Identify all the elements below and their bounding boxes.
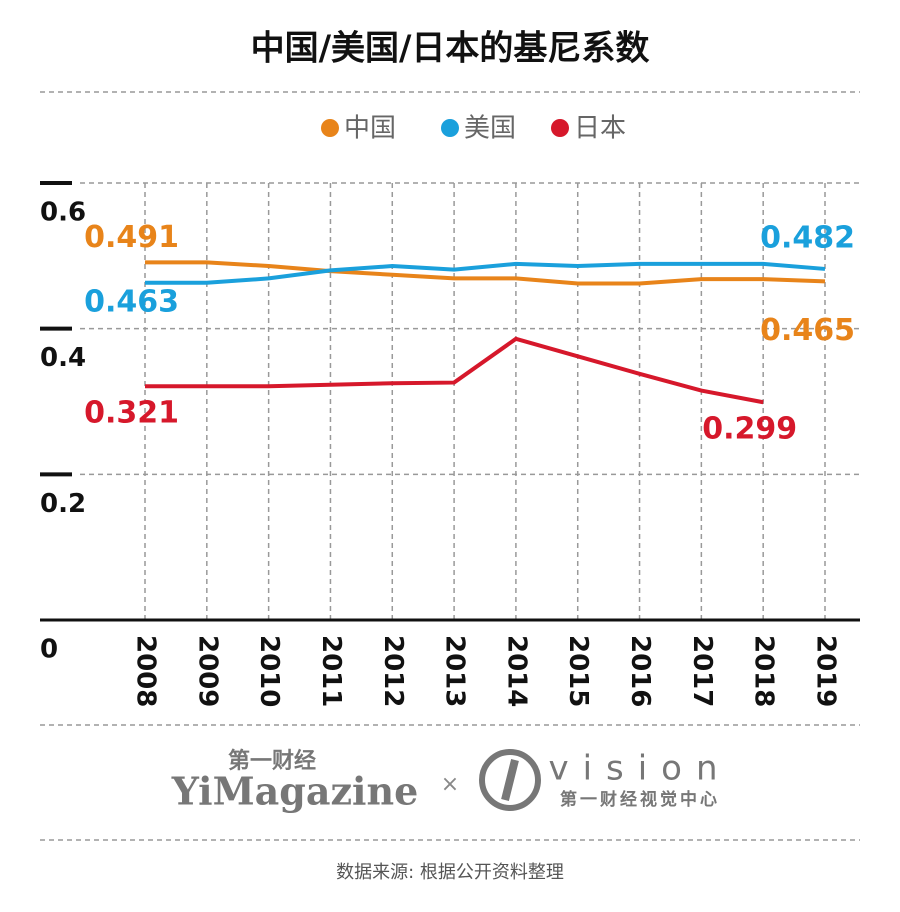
- x-tick-label: 2018: [749, 635, 779, 707]
- source: 数据来源: 根据公开资料整理: [336, 862, 564, 883]
- y-tick-label: 0.2: [40, 489, 86, 519]
- x-tick-label: 2015: [563, 635, 593, 707]
- x-tick-label: 2012: [378, 635, 408, 707]
- legend-swatch: [321, 119, 339, 137]
- data-label: 0.321: [84, 396, 179, 431]
- legend-label: 日本: [574, 114, 626, 144]
- legend-swatch: [551, 119, 569, 137]
- x-tick-label: 2016: [625, 635, 655, 707]
- vision: vision: [548, 749, 731, 789]
- x-tick-label: 2010: [254, 635, 284, 707]
- brand-cn: 第一财经: [228, 748, 316, 774]
- legend-label: 美国: [464, 114, 516, 144]
- legend-swatch: [441, 119, 459, 137]
- x-tick-label: 2011: [316, 635, 346, 707]
- data-label: 0.299: [702, 412, 797, 447]
- vision-logo: [501, 759, 519, 801]
- x-tick-label: 2008: [131, 635, 161, 707]
- vision-cn: 第一财经视觉中心: [560, 789, 720, 810]
- series-line: [145, 260, 826, 286]
- x-tick-label: 2013: [440, 635, 470, 707]
- times: ×: [441, 772, 459, 797]
- y-tick-label: 0.4: [40, 343, 86, 373]
- y-tick-label: 0: [40, 635, 58, 665]
- brand-en: YiMagazine: [171, 769, 419, 814]
- data-label: 0.482: [760, 220, 855, 255]
- data-label: 0.463: [84, 284, 179, 319]
- chart-title: 中国/美国/日本的基尼系数: [251, 29, 650, 69]
- x-tick-label: 2014: [501, 635, 531, 707]
- y-tick-label: 0.6: [40, 198, 86, 228]
- data-label: 0.465: [760, 313, 855, 348]
- series-line: [145, 336, 764, 405]
- x-tick-label: 2017: [687, 635, 717, 707]
- series-line: [145, 261, 826, 285]
- data-label: 0.491: [84, 220, 179, 255]
- legend-label: 中国: [344, 114, 396, 144]
- x-tick-label: 2019: [811, 635, 841, 707]
- x-tick-label: 2009: [192, 635, 222, 707]
- vision-logo: [479, 749, 541, 811]
